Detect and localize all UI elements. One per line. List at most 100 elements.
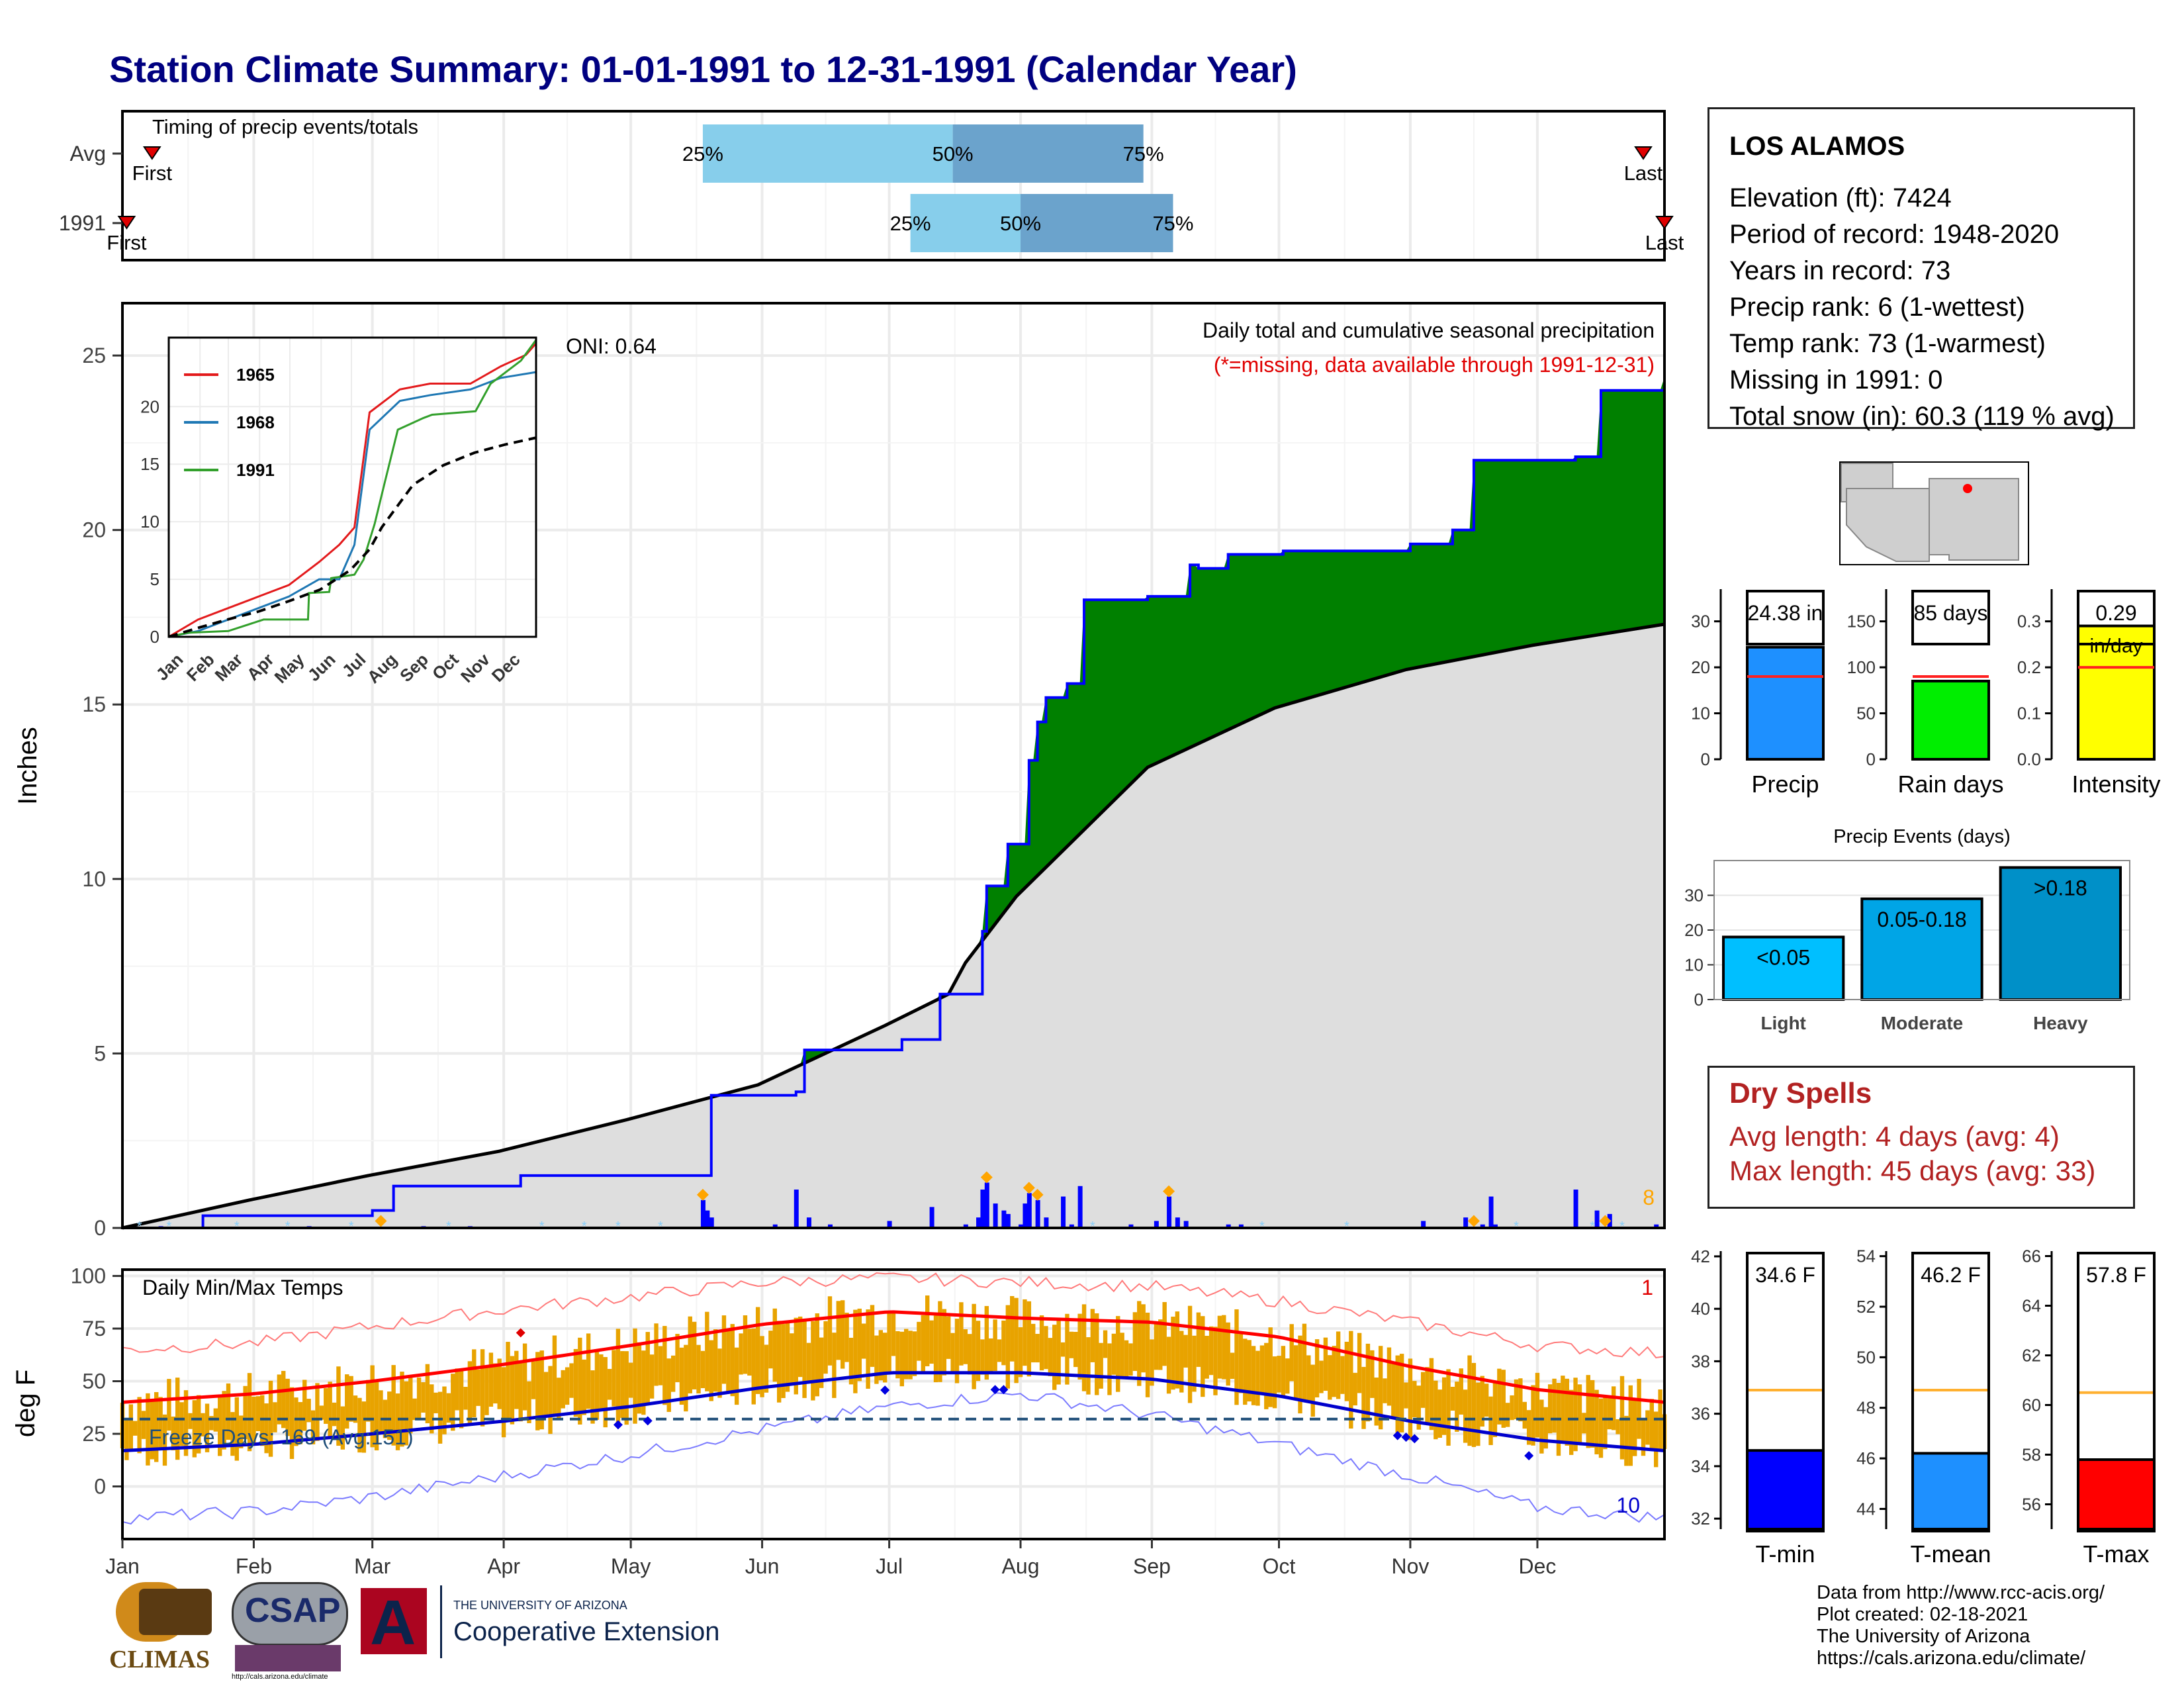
daily-temp-bar: [1099, 1342, 1103, 1389]
daily-temp-bar: [463, 1387, 468, 1410]
x-tick-label: Jul: [876, 1554, 903, 1578]
daily-temp-bar: [1328, 1355, 1332, 1400]
daily-temp-bar: [1285, 1358, 1290, 1394]
daily-temp-bar: [1128, 1343, 1133, 1376]
daily-temp-bar: [1565, 1378, 1569, 1446]
daily-temp-bar: [866, 1309, 870, 1389]
daily-temp-bar: [649, 1354, 655, 1399]
daily-temp-bar: [603, 1357, 608, 1428]
daily-temp-bar: [324, 1388, 328, 1424]
daily-precip-bar: [1077, 1186, 1083, 1228]
daily-temp-bar: [455, 1368, 459, 1411]
timing-bar-lower: [910, 194, 1021, 252]
daily-temp-bar: [1158, 1319, 1163, 1370]
daily-temp-bar: [1065, 1313, 1069, 1385]
events-bar-label: 0.05-0.18: [1877, 908, 1966, 931]
climas-logo: CLIMAS: [109, 1582, 215, 1681]
daily-temp-bar: [607, 1368, 612, 1400]
daily-temp-bar: [442, 1386, 447, 1434]
daily-temp-bar: [1124, 1340, 1129, 1378]
record-low-marker: [1524, 1451, 1534, 1461]
daily-temp-bar: [1404, 1382, 1408, 1409]
credit-line: Plot created: 02-18-2021: [1817, 1604, 2028, 1625]
daily-precip-bar: [827, 1224, 833, 1228]
daily-temp-bar: [1001, 1320, 1006, 1366]
daily-temp-bar: [662, 1326, 667, 1405]
daily-precip-bar: [1128, 1224, 1134, 1228]
daily-temp-bar: [776, 1321, 782, 1403]
y-tick-label: 5: [94, 1041, 106, 1065]
daily-temp-bar: [183, 1390, 189, 1456]
daily-temp-bar: [1408, 1358, 1413, 1440]
daily-temp-bar: [336, 1366, 341, 1446]
daily-temp-bar: [675, 1334, 680, 1382]
daily-temp-bar: [797, 1316, 803, 1378]
mini-y-tick-label: 0.0: [2017, 749, 2041, 769]
daily-temp-bar: [819, 1337, 824, 1388]
daily-temp-bar: [251, 1396, 256, 1445]
daily-temp-bar: [557, 1378, 561, 1419]
daily-temp-bar: [565, 1367, 570, 1405]
temp-y-tick-label: 50: [82, 1370, 106, 1393]
inset-x-tick-label: Oct: [428, 649, 463, 684]
mini-y-tick-label: 36: [1691, 1404, 1710, 1424]
daily-temp-bar: [658, 1346, 663, 1385]
daily-temp-bar: [709, 1340, 713, 1401]
temp-count-bottom: 10: [1616, 1493, 1640, 1517]
daily-temp-bar: [302, 1380, 307, 1431]
daily-temp-bar: [531, 1361, 536, 1399]
daily-temp-bar: [1387, 1347, 1392, 1406]
daily-temp-bar: [319, 1405, 324, 1420]
daily-temp-bar: [815, 1313, 819, 1397]
mini-y-tick-label: 44: [1856, 1499, 1876, 1519]
daily-temp-bar: [721, 1315, 727, 1384]
daily-temp-bar: [353, 1395, 358, 1423]
daily-temp-bar: [1349, 1331, 1353, 1429]
record-low-marker: [1401, 1432, 1411, 1442]
daily-temp-bar: [1298, 1335, 1302, 1414]
daily-temp-bar: [1293, 1345, 1298, 1399]
timing-bar-lower: [702, 124, 953, 183]
daily-temp-bar: [1459, 1368, 1463, 1415]
temp-panel-title: Daily Min/Max Temps: [142, 1276, 343, 1299]
daily-temp-bar: [615, 1329, 621, 1423]
daily-temp-bar: [781, 1324, 786, 1399]
daily-temp-bar: [1488, 1396, 1493, 1446]
daily-temp-bar: [226, 1383, 231, 1440]
daily-temp-bar: [1111, 1333, 1116, 1375]
daily-temp-bar: [209, 1416, 214, 1430]
x-tick-label: Nov: [1391, 1554, 1429, 1578]
daily-temp-bar: [1374, 1377, 1379, 1426]
daily-temp-bar: [1505, 1403, 1510, 1427]
station-info-panel: LOS ALAMOS Elevation (ft): 7424 Period o…: [1707, 107, 2135, 431]
daily-precip-bar: [1019, 1224, 1024, 1228]
x-tick-label: Mar: [354, 1554, 390, 1578]
daily-temp-bar: [1569, 1389, 1574, 1455]
daily-temp-bar: [412, 1398, 417, 1421]
daily-temp-bar: [162, 1414, 167, 1466]
daily-temp-bar: [599, 1354, 604, 1410]
daily-temp-bar: [1116, 1316, 1120, 1392]
daily-temp-bar: [218, 1397, 222, 1456]
daily-temp-bar: [255, 1396, 261, 1431]
daily-temp-bar: [1226, 1322, 1230, 1386]
daily-precip-bar: [1488, 1196, 1494, 1228]
timing-q50-label: 50%: [933, 142, 974, 165]
daily-temp-bar: [688, 1316, 692, 1393]
daily-temp-bar: [1577, 1384, 1582, 1442]
daily-temp-bar: [811, 1321, 815, 1401]
daily-temp-bar: [357, 1397, 362, 1453]
daily-temp-bar: [1095, 1313, 1099, 1395]
daily-temp-bar: [1641, 1419, 1646, 1456]
inset-x-tick-label: Apr: [243, 649, 278, 684]
daily-temp-bar: [306, 1399, 311, 1423]
daily-temp-bar: [1044, 1326, 1048, 1370]
daily-temp-bar: [1484, 1383, 1489, 1417]
daily-temp-bar: [590, 1370, 595, 1424]
inset-border: [167, 336, 537, 638]
t_min-bar: [1746, 1449, 1825, 1531]
mini-y-tick-label: 0.1: [2017, 704, 2041, 724]
daily-temp-bar: [506, 1342, 510, 1419]
mini-y-tick-label: 48: [1856, 1398, 1876, 1418]
y-tick-label: 20: [82, 518, 106, 542]
